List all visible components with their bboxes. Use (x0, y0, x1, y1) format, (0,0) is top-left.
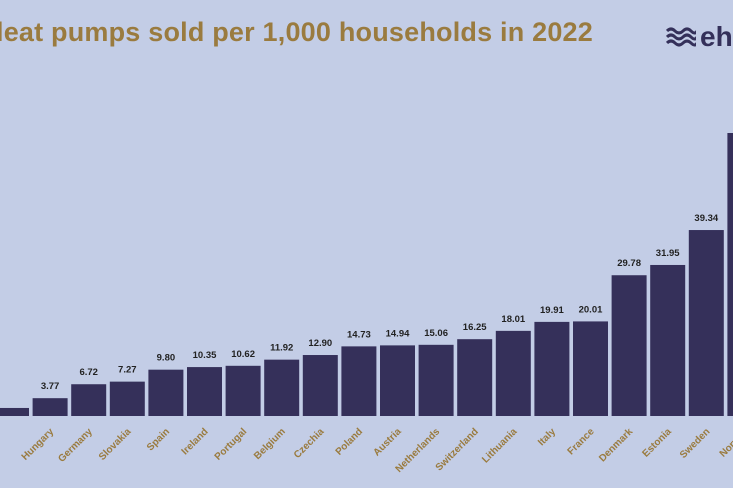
value-label: 20.01 (579, 304, 603, 315)
bar-sweden (688, 230, 724, 416)
value-label: 19.91 (540, 305, 564, 316)
x-tick-label: Norway (718, 426, 733, 460)
value-label: 15.06 (424, 328, 448, 339)
x-tick-label: Denmark (597, 426, 635, 464)
bar-norway (727, 133, 733, 416)
bar-netherlands (418, 344, 454, 416)
chart-title: leat pumps sold per 1,000 households in … (0, 17, 593, 47)
waves-icon (666, 27, 696, 47)
bar-czechia (302, 355, 338, 416)
value-label: 11.92 (270, 343, 293, 354)
value-label: 10.35 (193, 350, 217, 361)
value-label: 7.27 (118, 365, 137, 376)
x-tick-label: France (566, 426, 597, 457)
x-tick-label: Sweden (678, 426, 713, 461)
bar-slovakia (109, 381, 145, 416)
bar-first (0, 407, 29, 416)
x-tick-label: Czechia (292, 426, 327, 461)
brand-logo: eh (666, 20, 733, 54)
value-label: 18.01 (501, 314, 525, 325)
bar-spain (148, 369, 184, 416)
x-tick-label: Slovakia (97, 426, 134, 463)
value-label: 12.90 (308, 338, 332, 349)
value-label: 16.25 (463, 322, 487, 333)
bar-france (573, 321, 608, 416)
bar-germany (71, 384, 107, 416)
value-label: 14.73 (347, 329, 371, 340)
x-tick-label: Portugal (213, 426, 250, 463)
value-label: 9.80 (157, 353, 176, 364)
x-tick-label: Austria (371, 426, 403, 458)
x-tick-label: Estonia (640, 426, 674, 460)
bar-belgium (264, 359, 300, 416)
value-label: 31.95 (656, 248, 680, 259)
bar-italy (534, 321, 570, 416)
bar-hungary (32, 398, 68, 416)
x-tick-label: Belgium (252, 426, 288, 462)
value-label: 6.72 (79, 367, 98, 378)
value-label: 39.34 (694, 213, 718, 224)
bar-austria (380, 345, 415, 416)
x-tick-label: Spain (145, 426, 172, 453)
bar-estonia (650, 264, 686, 416)
x-tick-label: Ireland (180, 426, 211, 457)
value-label: 14.94 (386, 328, 410, 339)
x-tick-label: Lithuania (480, 426, 520, 466)
bar-switzerland (457, 339, 493, 416)
bar-portugal (225, 365, 261, 416)
value-label: 10.62 (231, 349, 255, 360)
x-tick-label: Germany (56, 426, 95, 465)
value-label: 29.78 (617, 258, 641, 269)
bar-lithuania (495, 330, 531, 416)
x-tick-label: Italy (536, 426, 558, 448)
bar-ireland (187, 367, 222, 416)
bar-denmark (611, 275, 647, 416)
bar-poland (341, 346, 377, 416)
x-tick-label: Hungary (20, 426, 57, 463)
logo-text: eh (700, 21, 733, 52)
x-tick-label: Poland (334, 426, 365, 457)
value-label: 3.77 (41, 381, 60, 392)
